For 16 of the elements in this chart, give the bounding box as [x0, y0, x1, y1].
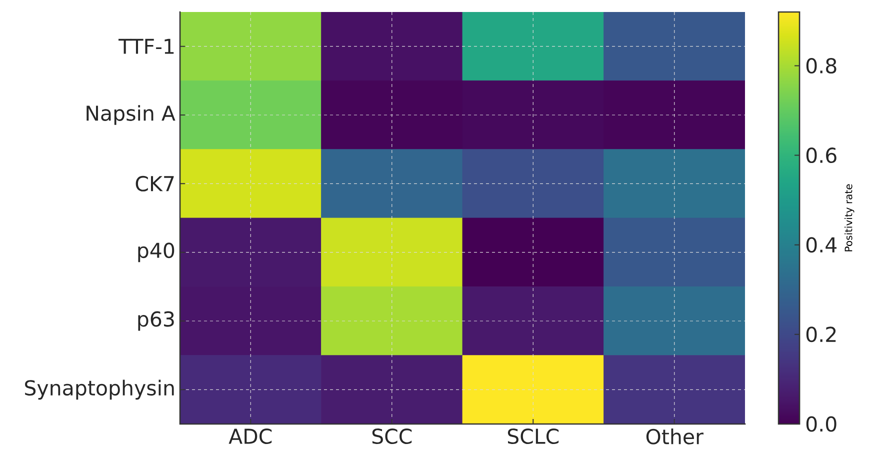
x-tick-label: ADC	[228, 428, 272, 444]
y-tick-label: CK7	[136, 176, 174, 192]
x-tick-label: SCLC	[508, 428, 559, 444]
y-tick-label: Synaptophysin	[25, 380, 174, 400]
y-tick-label: Napsin A	[86, 105, 176, 125]
x-tick-label: SCC	[372, 428, 412, 444]
color-bar-label: 0.6	[806, 148, 836, 164]
x-tick-label: Other	[646, 428, 704, 444]
y-tick-label: p40	[138, 242, 174, 262]
color-bar-label: 0.8	[806, 58, 836, 74]
color-bar-label: 0.2	[806, 326, 836, 342]
color-bar-label: 0.4	[806, 237, 837, 253]
color-bar-title: Positivity rate	[844, 184, 854, 252]
y-tick-label: p63	[138, 311, 174, 331]
y-tick-label: TTF-1	[118, 38, 174, 54]
color-bar-label: 0.0	[806, 416, 836, 432]
